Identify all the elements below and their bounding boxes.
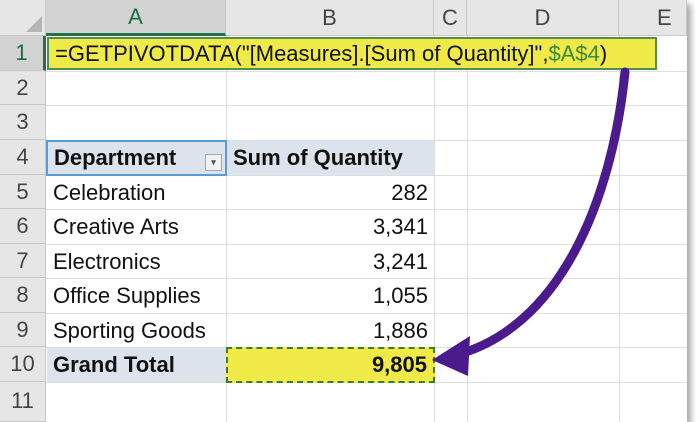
formula-text: =GETPIVOTDATA("[Measures].[Sum of Quanti… bbox=[55, 40, 549, 66]
pivot-header-department-label: Department bbox=[54, 145, 177, 170]
pivot-quantity-cell[interactable]: 1,886 bbox=[372, 317, 428, 343]
pivot-quantity-cell[interactable]: 1,055 bbox=[372, 283, 428, 308]
filter-dropdown-icon[interactable]: ▾ bbox=[205, 154, 222, 171]
column-header-c[interactable]: C bbox=[434, 0, 467, 36]
row-header-1[interactable]: 1 bbox=[0, 36, 46, 71]
row-header-5[interactable]: 5 bbox=[0, 175, 46, 209]
gridline bbox=[46, 140, 687, 141]
arrow-head-icon bbox=[432, 336, 470, 376]
formula-cell-a1[interactable]: =GETPIVOTDATA("[Measures].[Sum of Quanti… bbox=[47, 37, 657, 70]
pivot-quantity-cell[interactable]: 3,241 bbox=[372, 248, 428, 274]
gridline bbox=[467, 36, 468, 422]
column-header-d[interactable]: D bbox=[467, 0, 619, 36]
row-header-4[interactable]: 4 bbox=[0, 140, 46, 175]
gridline bbox=[46, 209, 687, 210]
gridline bbox=[46, 278, 687, 279]
row-header-6[interactable]: 6 bbox=[0, 209, 46, 244]
row-header-9[interactable]: 9 bbox=[0, 313, 46, 347]
column-header-e[interactable]: E bbox=[619, 0, 687, 36]
formula-reference: $A$4 bbox=[548, 40, 600, 66]
grand-total-value[interactable]: 9,805 bbox=[226, 347, 435, 383]
pivot-department-cell[interactable]: Electronics bbox=[53, 248, 161, 274]
formula-close: ) bbox=[599, 40, 608, 66]
grand-total-label[interactable]: Grand Total bbox=[47, 348, 226, 382]
gridline bbox=[46, 175, 687, 176]
row-header-3[interactable]: 3 bbox=[0, 105, 46, 140]
pivot-department-cell[interactable]: Office Supplies bbox=[53, 283, 201, 308]
column-header-b[interactable]: B bbox=[226, 0, 434, 36]
row-header-11[interactable]: 11 bbox=[0, 382, 46, 422]
select-all-corner[interactable] bbox=[0, 0, 46, 36]
row-header-10[interactable]: 10 bbox=[0, 347, 46, 382]
arrow-shaft bbox=[447, 67, 630, 361]
pivot-department-cell[interactable]: Celebration bbox=[53, 179, 166, 205]
gridline bbox=[46, 244, 687, 245]
pivot-header-sum[interactable]: Sum of Quantity bbox=[227, 141, 434, 175]
row-header-7[interactable]: 7 bbox=[0, 244, 46, 278]
row-header-8[interactable]: 8 bbox=[0, 278, 46, 313]
pivot-department-cell[interactable]: Sporting Goods bbox=[53, 317, 206, 343]
row-header-2[interactable]: 2 bbox=[0, 71, 46, 105]
column-header-a[interactable]: A bbox=[46, 0, 226, 36]
pivot-quantity-cell[interactable]: 3,341 bbox=[372, 214, 428, 239]
gridline bbox=[434, 36, 435, 422]
gridline bbox=[46, 105, 687, 106]
gridline bbox=[46, 313, 687, 314]
gridline bbox=[619, 36, 620, 422]
gridline bbox=[46, 71, 687, 72]
pivot-department-cell[interactable]: Creative Arts bbox=[53, 214, 179, 239]
pivot-quantity-cell[interactable]: 282 bbox=[391, 179, 428, 205]
pivot-header-department[interactable]: Department ▾ bbox=[46, 140, 227, 176]
gridline bbox=[226, 36, 227, 422]
